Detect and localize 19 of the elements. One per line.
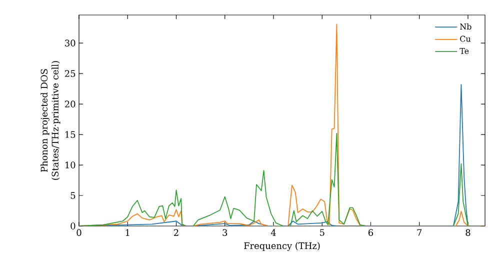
y-tick-label: 30: [65, 40, 76, 46]
y-axis-title: Phonon projected DOS (States/THz·primitive cell): [40, 61, 60, 180]
x-tick-label: 5: [320, 229, 324, 236]
y-tick-label: 25: [65, 70, 76, 77]
x-tick-label: 1: [126, 229, 130, 236]
y-tick-label: 20: [65, 100, 76, 108]
y-tick-label: 15: [66, 131, 76, 138]
x-tick-label: 7: [417, 229, 422, 236]
x-tick-label: 4: [270, 229, 276, 236]
y-tick-label: 5: [70, 192, 76, 199]
line-series: [79, 132, 486, 226]
y-tick-label: 0: [70, 222, 76, 230]
y-tick-label: 10: [66, 162, 76, 168]
x-tick-label: 2: [174, 229, 178, 236]
x-tick-label: 3: [222, 229, 228, 236]
x-tick-label: 0: [76, 229, 82, 236]
x-tick-label: 6: [368, 229, 374, 236]
x-tick-label: 8: [466, 229, 470, 236]
x-axis-title: Frequency (THz): [244, 242, 320, 251]
